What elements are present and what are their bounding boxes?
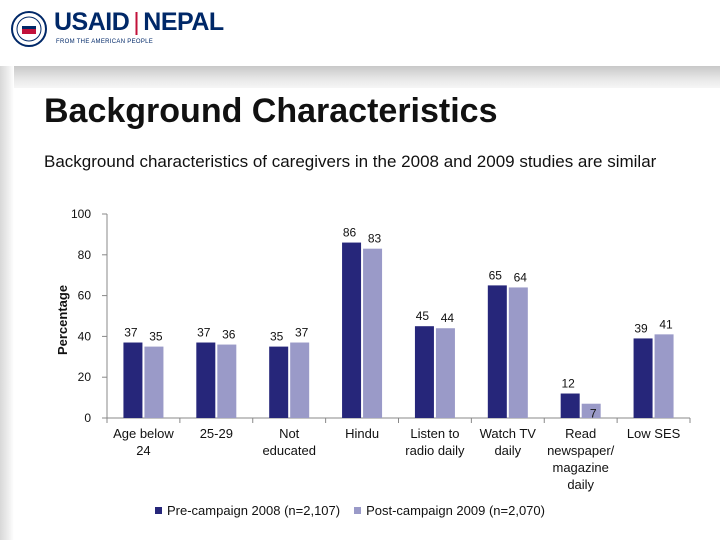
x-tick-label: Watch TV [480, 426, 537, 441]
x-tick-label: Age below [113, 426, 174, 441]
x-tick-label: Listen to [410, 426, 459, 441]
bar-post [217, 344, 237, 418]
data-label: 64 [514, 270, 528, 284]
bar-post [290, 342, 310, 418]
bar-pre [123, 342, 143, 418]
data-label: 35 [149, 330, 163, 344]
x-tick-label: 24 [136, 443, 150, 458]
x-tick-label: Hindu [345, 426, 379, 441]
x-tick-label: newspaper/ [547, 443, 615, 458]
data-label: 7 [590, 407, 597, 421]
bar-post [435, 328, 455, 418]
left-sidebar-shade [0, 66, 14, 540]
x-tick-label: educated [262, 443, 316, 458]
legend-swatch-pre [155, 507, 162, 514]
x-tick-label: Low SES [627, 426, 681, 441]
usaid-seal-icon [11, 11, 47, 47]
data-label: 44 [441, 311, 455, 325]
data-label: 37 [197, 326, 211, 340]
bar-pre [269, 346, 289, 418]
x-tick-label: magazine [553, 460, 609, 475]
chart-legend: Pre-campaign 2008 (n=2,107) Post-campaig… [155, 503, 559, 518]
legend-swatch-post [354, 507, 362, 514]
x-tick-label: Read [565, 426, 596, 441]
usaid-logo: USAID | NEPAL FROM THE AMERICAN PEOPLE [10, 8, 240, 52]
bar-post [144, 346, 164, 418]
bar-pre [342, 242, 362, 418]
bar-pre [487, 285, 507, 418]
data-label: 37 [124, 326, 138, 340]
legend-label-post: Post-campaign 2009 (n=2,070) [366, 503, 545, 518]
bar-pre [196, 342, 216, 418]
y-axis-title: Percentage [55, 285, 70, 355]
x-tick-label: Not [279, 426, 300, 441]
bar-post [363, 248, 383, 418]
data-label: 41 [659, 317, 673, 331]
logo-divider: | [133, 8, 140, 36]
x-tick-label: daily [494, 443, 521, 458]
bar-pre [633, 338, 653, 418]
data-label: 83 [368, 232, 382, 246]
y-tick-label: 0 [84, 411, 91, 425]
logo-usaid: USAID [54, 8, 130, 36]
bar-post [508, 287, 528, 418]
x-tick-label: daily [567, 477, 594, 492]
bar-post [654, 334, 674, 418]
y-tick-label: 20 [78, 370, 92, 384]
bar-pre [560, 393, 580, 418]
legend-item-pre: Pre-campaign 2008 (n=2,107) [155, 503, 340, 518]
slide-title: Background Characteristics [44, 92, 498, 130]
logo-nepal: NEPAL [143, 8, 224, 36]
bar-pre [414, 326, 434, 418]
bar-post [581, 403, 601, 418]
x-tick-label: 25-29 [200, 426, 233, 441]
slide-subtitle: Background characteristics of caregivers… [44, 152, 657, 171]
y-tick-label: 40 [78, 329, 92, 343]
data-label: 35 [270, 330, 284, 344]
legend-item-post: Post-campaign 2009 (n=2,070) [354, 503, 545, 518]
legend-label-pre: Pre-campaign 2008 (n=2,107) [167, 503, 341, 518]
data-label: 39 [634, 321, 648, 335]
data-label: 86 [343, 226, 357, 240]
logo-tagline: FROM THE AMERICAN PEOPLE [56, 39, 154, 45]
y-tick-label: 100 [71, 207, 91, 221]
logo-wordmark: USAID | NEPAL [54, 8, 224, 37]
data-label: 36 [222, 328, 236, 342]
data-label: 45 [416, 309, 430, 323]
header-rule [0, 66, 720, 88]
y-tick-label: 80 [78, 248, 92, 262]
data-label: 37 [295, 326, 309, 340]
data-label: 12 [562, 377, 576, 391]
y-tick-label: 60 [78, 289, 92, 303]
data-label: 65 [489, 268, 503, 282]
x-tick-label: radio daily [405, 443, 465, 458]
